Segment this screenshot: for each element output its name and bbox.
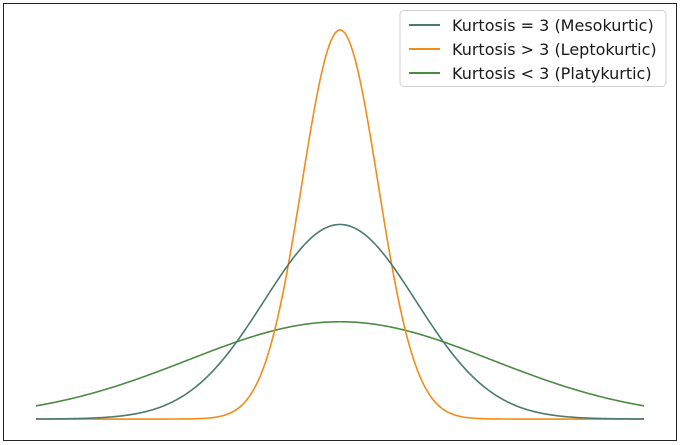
legend-label-1: Kurtosis > 3 (Leptokurtic) <box>452 40 657 59</box>
series-layer <box>35 29 645 420</box>
legend-box <box>399 10 667 87</box>
series-line-2 <box>35 320 645 407</box>
series-line-1 <box>36 29 644 420</box>
legend-label-0: Kurtosis = 3 (Mesokurtic) <box>452 16 654 35</box>
series-line-0 <box>36 223 644 420</box>
legend-label-2: Kurtosis < 3 (Platykurtic) <box>452 64 652 83</box>
legend: Kurtosis = 3 (Mesokurtic) Kurtosis > 3 (… <box>399 10 667 87</box>
